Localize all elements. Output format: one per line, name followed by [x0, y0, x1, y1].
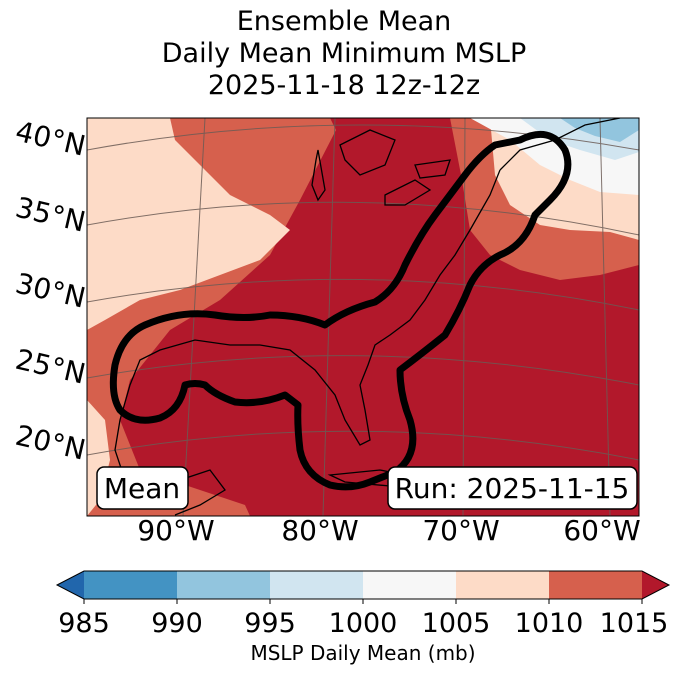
lat-label-25: 25°N	[12, 343, 88, 391]
lat-label-40: 40°N	[12, 115, 88, 163]
map-panel	[87, 118, 639, 516]
lon-label-70: 70°W	[422, 514, 499, 547]
pressure-band-1005-1010	[87, 118, 290, 330]
longitude-labels: 90°W 80°W 70°W 60°W	[137, 514, 640, 547]
title-line-2: Daily Mean Minimum MSLP	[161, 38, 527, 69]
colorbar-tick-1010: 1010	[515, 608, 584, 639]
east-coast	[114, 169, 501, 481]
colorbar-tick-995: 995	[244, 608, 296, 639]
colorbar-extend-high	[642, 571, 669, 599]
lon-label-80: 80°W	[281, 514, 358, 547]
lat-label-35: 35°N	[12, 191, 88, 239]
colorbar-tick-985: 985	[58, 608, 110, 639]
run-label-box: Run: 2025-11-15	[387, 466, 638, 510]
colorbar-seg-990-995	[177, 571, 270, 599]
colorbar-extend-low	[57, 571, 84, 599]
run-label: Run: 2025-11-15	[395, 472, 630, 505]
colorbar-seg-1000-1005	[363, 571, 456, 599]
pressure-band-1005-1010-southwest	[87, 400, 110, 516]
lon-label-90: 90°W	[137, 514, 214, 547]
title-line-3: 2025-11-18 12z-12z	[207, 70, 481, 101]
great-lakes	[311, 149, 326, 202]
colorbar-seg-1005-1010	[456, 571, 549, 599]
colorbar-tick-990: 990	[151, 608, 203, 639]
lat-label-20: 20°N	[12, 419, 88, 467]
mean-label-box: Mean	[96, 466, 189, 510]
lon-label-60: 60°W	[563, 514, 640, 547]
title-line-1: Ensemble Mean	[236, 6, 452, 37]
mean-label: Mean	[104, 472, 180, 505]
pressure-band-990-995	[560, 118, 639, 142]
colorbar-tick-1000: 1000	[329, 608, 398, 639]
colorbar: 985 990 995 1000 1005 1010 1015 MSLP Dai…	[55, 570, 671, 665]
map-frame	[86, 117, 640, 517]
colorbar-seg-1010-1015	[549, 571, 642, 599]
colorbar-seg-985-990	[84, 571, 177, 599]
colorbar-tick-1015: 1015	[600, 608, 669, 639]
lat-label-30: 30°N	[12, 267, 88, 315]
colorbar-label: MSLP Daily Mean (mb)	[250, 641, 475, 665]
latitude-labels: 40°N 35°N 30°N 25°N 20°N	[12, 115, 88, 467]
colorbar-tick-1005: 1005	[422, 608, 491, 639]
graticule	[87, 118, 639, 516]
mslp-contour	[109, 130, 572, 491]
colorbar-seg-995-1000	[270, 571, 363, 599]
